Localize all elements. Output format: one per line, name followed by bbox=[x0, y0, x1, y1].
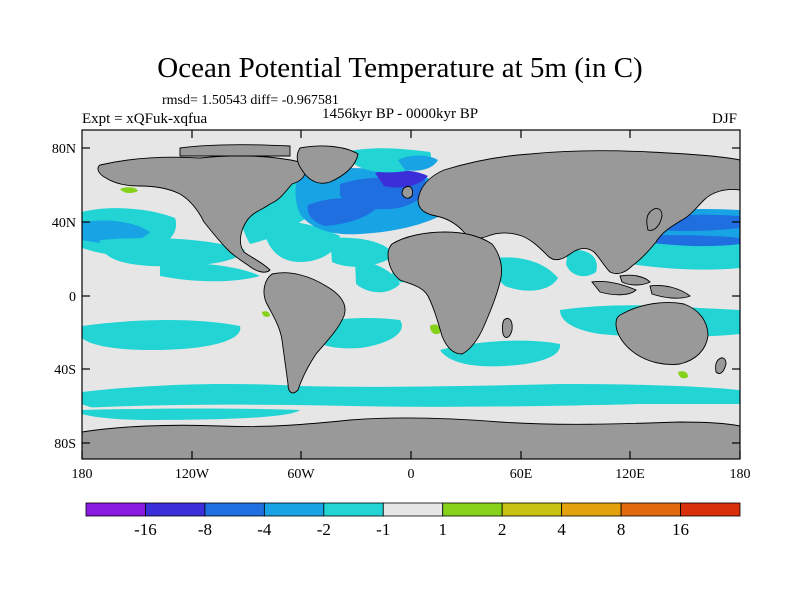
lon-tick-label: 60E bbox=[510, 467, 533, 482]
lon-tick-label: 60W bbox=[287, 467, 315, 482]
lon-tick-label: 0 bbox=[408, 467, 415, 482]
colorbar-label: 2 bbox=[498, 520, 507, 539]
stats-label: rmsd= 1.50543 diff= -0.967581 bbox=[162, 93, 339, 108]
period-label: 1456kyr BP - 0000kyr BP bbox=[322, 106, 479, 122]
colorbar-label: -4 bbox=[257, 520, 272, 539]
colorbar-label: 16 bbox=[672, 520, 689, 539]
colorbar-swatch bbox=[501, 502, 563, 517]
colorbar-label: -16 bbox=[134, 520, 157, 539]
lon-tick-label: 180 bbox=[72, 467, 93, 482]
colorbar-label: -1 bbox=[376, 520, 390, 539]
map-title: Ocean Potential Temperature at 5m (in C) bbox=[157, 52, 643, 84]
experiment-label: Expt = xQFuk-xqfua bbox=[82, 111, 208, 127]
colorbar-swatch bbox=[85, 502, 146, 517]
colorbar-swatch bbox=[145, 502, 206, 517]
lat-tick-label: 40S bbox=[54, 363, 76, 378]
map-panel bbox=[82, 130, 740, 459]
season-label: DJF bbox=[712, 111, 738, 127]
land-masses bbox=[82, 144, 740, 459]
landmass-south-america bbox=[263, 272, 346, 394]
colorbar-swatch bbox=[204, 502, 265, 517]
latitude-axis: 80N 40N 0 40S 80S bbox=[52, 142, 740, 452]
colorbar: -16 -8 -4 -2 -1 1 2 4 8 16 bbox=[85, 502, 741, 539]
colorbar-swatch bbox=[620, 502, 681, 517]
colorbar-label: 8 bbox=[617, 520, 626, 539]
landmass-africa bbox=[387, 231, 503, 355]
landmass-australia bbox=[615, 302, 709, 365]
landmass-eurasia bbox=[417, 150, 740, 275]
colorbar-swatch bbox=[561, 502, 622, 517]
colorbar-label: 1 bbox=[438, 520, 447, 539]
lat-tick-label: 40N bbox=[52, 216, 76, 231]
lon-tick-label: 180 bbox=[730, 467, 751, 482]
colorbar-label: 4 bbox=[557, 520, 566, 539]
lat-tick-label: 80S bbox=[54, 437, 76, 452]
landmass-greenland bbox=[296, 145, 359, 184]
landmass-north-america bbox=[97, 155, 306, 273]
lon-tick-label: 120E bbox=[615, 467, 645, 482]
colorbar-swatch bbox=[680, 502, 741, 517]
colorbar-swatch bbox=[323, 502, 384, 517]
lat-tick-label: 80N bbox=[52, 142, 76, 157]
landmass-antarctica bbox=[82, 417, 740, 459]
longitude-axis: 180 120W 60W 0 60E 120E 180 bbox=[72, 130, 751, 482]
colorbar-swatch bbox=[263, 502, 325, 517]
colorbar-label: -8 bbox=[198, 520, 212, 539]
colorbar-swatch bbox=[382, 502, 444, 517]
lat-tick-label: 0 bbox=[69, 290, 76, 305]
colorbar-swatch bbox=[442, 502, 503, 517]
colorbar-label: -2 bbox=[317, 520, 331, 539]
lon-tick-label: 120W bbox=[175, 467, 210, 482]
